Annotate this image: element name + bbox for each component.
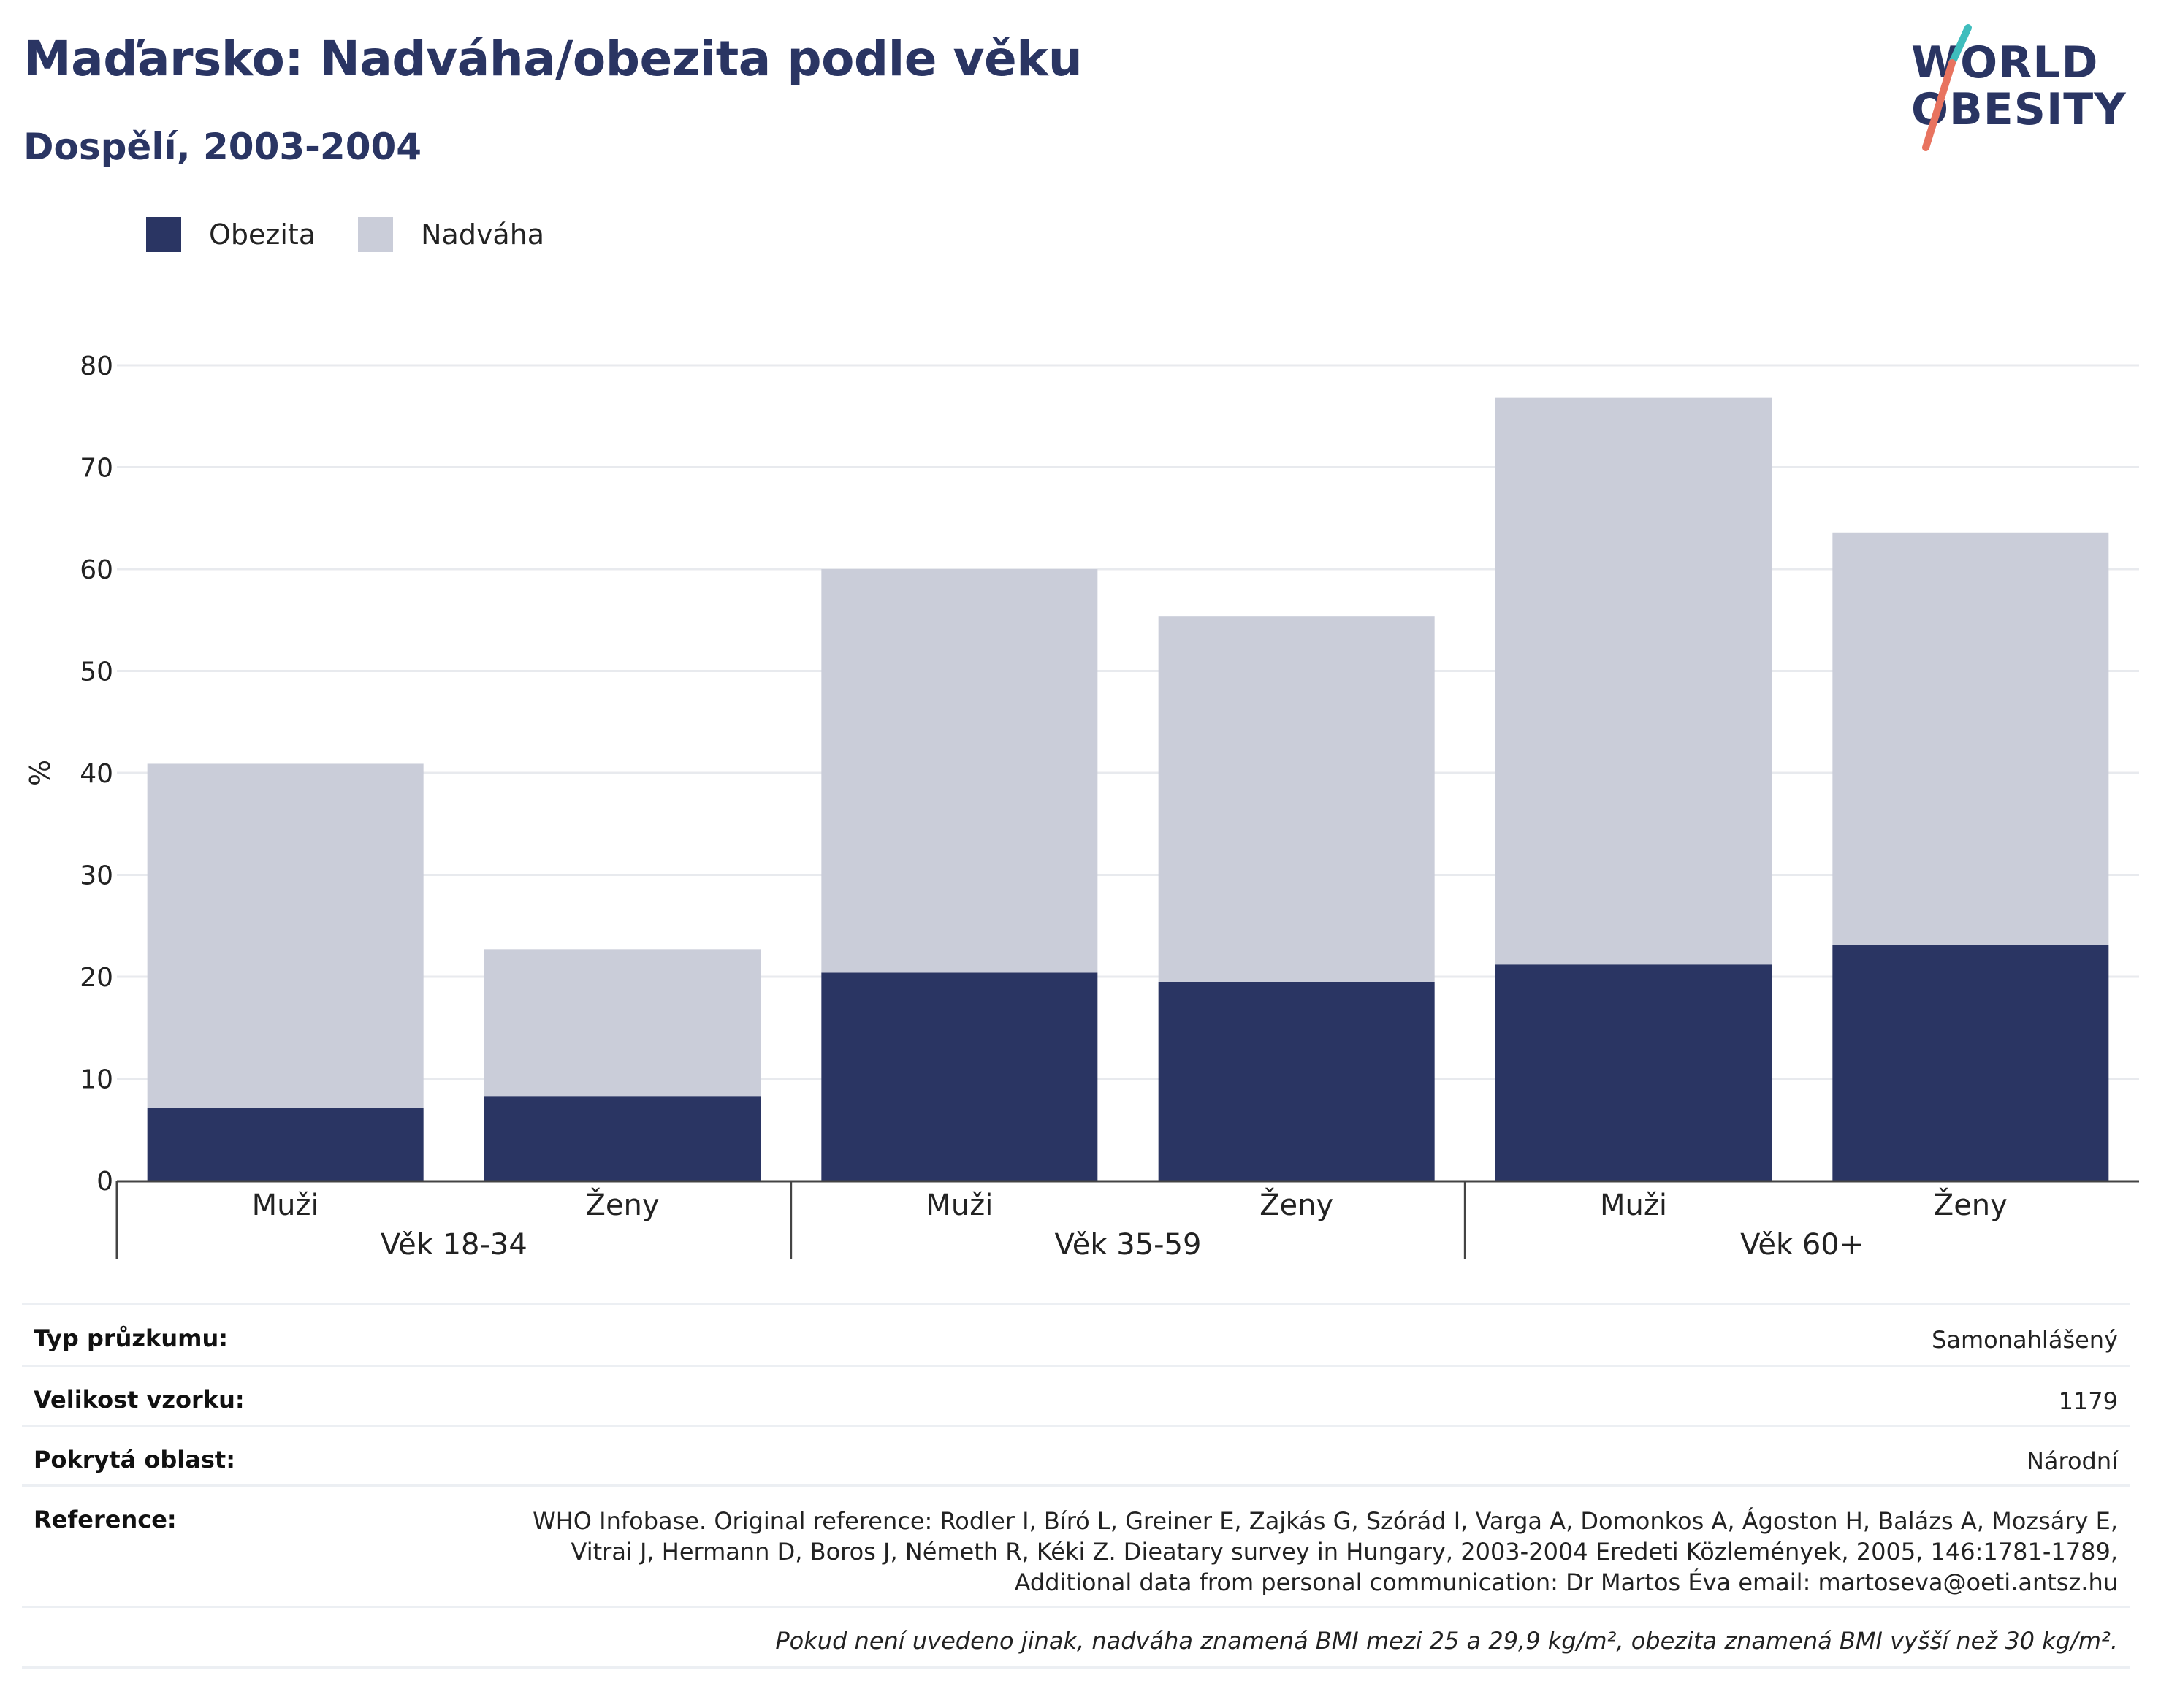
- bar-obezita: [484, 1096, 761, 1181]
- bar-obezita: [1495, 964, 1772, 1181]
- reference-line: Vitrai J, Hermann D, Boros J, Németh R, …: [571, 1538, 2118, 1566]
- legend-item-nadvaha[interactable]: Nadváha: [358, 217, 544, 252]
- bar-obezita: [821, 972, 1098, 1181]
- y-axis-label: %: [24, 760, 56, 786]
- world-obesity-logo: WORLD OBESITY: [1899, 22, 2148, 153]
- y-tick-label: 40: [80, 759, 113, 789]
- chart-title: Maďarsko: Nadváha/obezita podle věku: [23, 31, 1083, 87]
- y-tick-label: 70: [80, 454, 113, 484]
- reference-value: WHO Infobase. Original reference: Rodler…: [533, 1506, 2118, 1598]
- y-tick-label: 50: [80, 657, 113, 687]
- reference-line: WHO Infobase. Original reference: Rodler…: [533, 1507, 2118, 1535]
- legend-label-obezita: Obezita: [209, 218, 316, 251]
- x-category-label: Ženy: [1934, 1187, 2008, 1222]
- sample-size-label: Velikost vzorku:: [34, 1386, 245, 1414]
- x-category-label: Ženy: [585, 1187, 659, 1222]
- x-category-label: Ženy: [1259, 1187, 1333, 1222]
- logo-slash-icon: [1922, 24, 1972, 151]
- y-tick-label: 0: [96, 1167, 113, 1197]
- y-tick-label: 30: [80, 861, 113, 891]
- bar-nadvaha: [147, 763, 424, 1108]
- x-category-label: Muži: [1600, 1189, 1667, 1222]
- info-row-footnote: Pokud není uvedeno jinak, nadváha znamen…: [22, 1606, 2130, 1669]
- survey-info-table: Typ průzkumu: Samonahlášený Velikost vzo…: [22, 1303, 2130, 1669]
- legend-label-nadvaha: Nadváha: [421, 218, 545, 251]
- legend-item-obezita[interactable]: Obezita: [146, 217, 316, 252]
- logo-text-line2: OBESITY: [1911, 84, 2127, 135]
- bar-nadvaha: [1832, 532, 2109, 945]
- bar-nadvaha: [1495, 397, 1772, 965]
- x-group-label: Věk 35-59: [1055, 1228, 1202, 1262]
- survey-type-value: Samonahlášený: [1932, 1326, 2118, 1354]
- legend-swatch-obezita: [146, 217, 181, 252]
- chart-subtitle: Dospělí, 2003-2004: [23, 126, 422, 168]
- y-tick-label: 60: [80, 555, 113, 585]
- x-group-label: Věk 60+: [1740, 1228, 1864, 1262]
- reference-label: Reference:: [34, 1506, 177, 1533]
- bmi-footnote: Pokud není uvedeno jinak, nadváha znamen…: [775, 1627, 2118, 1655]
- logo-text-line1: WORLD: [1911, 37, 2099, 88]
- area-label: Pokrytá oblast:: [34, 1446, 235, 1473]
- info-row-sample-size: Velikost vzorku: 1179: [22, 1365, 2130, 1425]
- bar-obezita: [147, 1107, 424, 1181]
- y-tick-label: 10: [80, 1065, 113, 1095]
- info-row-survey-type: Typ průzkumu: Samonahlášený: [22, 1303, 2130, 1365]
- info-row-area: Pokrytá oblast: Národní: [22, 1425, 2130, 1484]
- bar-nadvaha: [821, 569, 1098, 973]
- chart-legend: Obezita Nadváha: [146, 216, 587, 253]
- x-category-label: Muži: [926, 1189, 993, 1222]
- area-value: Národní: [2026, 1447, 2118, 1475]
- sample-size-value: 1179: [2058, 1387, 2118, 1415]
- stacked-bar-chart: 0 10 20 30 40 50 60 70 80% Muži Ženy Muži Ženy Muži Že…: [24, 351, 2139, 1262]
- bar-obezita: [1158, 981, 1435, 1181]
- info-row-reference: Reference: WHO Infobase. Original refere…: [22, 1484, 2130, 1606]
- survey-type-label: Typ průzkumu:: [34, 1324, 229, 1352]
- bar-obezita: [1832, 945, 2109, 1181]
- y-tick-label: 80: [80, 351, 113, 381]
- y-tick-label: 20: [80, 963, 113, 993]
- reference-line: Additional data from personal communicat…: [1014, 1568, 2118, 1596]
- bar-nadvaha: [1158, 616, 1435, 982]
- x-category-label: Muži: [252, 1189, 319, 1222]
- bar-nadvaha: [484, 949, 761, 1097]
- legend-swatch-nadvaha: [358, 217, 394, 252]
- x-group-label: Věk 18-34: [381, 1228, 527, 1262]
